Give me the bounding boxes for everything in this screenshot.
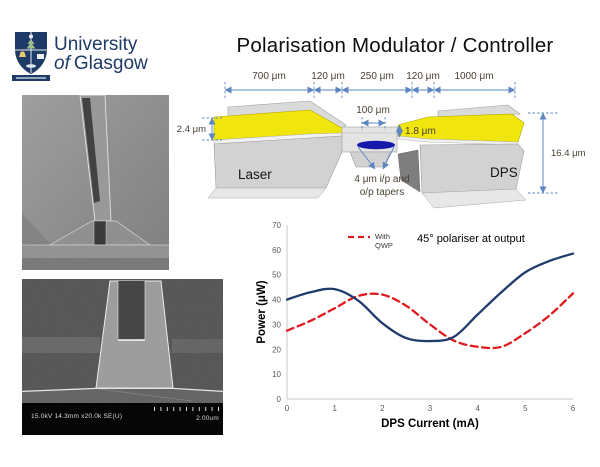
slide-title: Polarisation Modulator / Controller	[236, 34, 554, 57]
y-tick-label: 30	[272, 320, 281, 329]
taper-note-line1: 4 μm i/p and	[354, 174, 409, 185]
top-dimension-chain: 700 μm 120 μm 250 μm 120 μm 1000 μm	[224, 71, 516, 98]
chart-axes	[286, 225, 573, 400]
dim-100um: 100 μm	[356, 105, 390, 116]
laser-label: Laser	[238, 167, 272, 182]
dim-120um-a: 120 μm	[311, 71, 345, 82]
glasgow-crest-icon	[12, 32, 50, 81]
y-tick-label: 20	[272, 345, 281, 354]
dim-2-4um: 2.4 μm	[177, 124, 206, 135]
x-tick-label: 0	[285, 404, 290, 413]
y-tick-label: 40	[272, 296, 281, 305]
modulator-bridge	[341, 126, 398, 168]
sem-image-bottom: 15.0kV 14.3mm x20.0k SE(U) 2.00um	[22, 279, 223, 435]
logo-line1: University	[54, 34, 138, 55]
dim-120um-b: 120 μm	[406, 71, 440, 82]
device-schematic: 700 μm 120 μm 250 μm 120 μm 1000 μm Lase…	[177, 71, 586, 209]
dim-1-8um: 1.8 μm	[405, 126, 436, 137]
waveguide-ellipse	[357, 140, 395, 150]
taper-note-line2: o/p tapers	[360, 187, 404, 198]
logo-line2: of Glasgow	[54, 53, 148, 74]
series-curve-with-qwp	[285, 292, 575, 350]
y-tick-label: 60	[272, 246, 281, 255]
series-curve-no-qwp	[285, 252, 575, 343]
dim-16-4um-group: 16.4 μm	[528, 112, 586, 194]
chart-annotation: 45° polariser at output	[417, 233, 525, 245]
dim-700um: 700 μm	[252, 71, 286, 82]
x-tick-label: 4	[475, 404, 480, 413]
laser-block: Laser	[207, 100, 347, 199]
dim-2-4um-group: 2.4 μm	[177, 117, 222, 141]
y-tick-label: 50	[272, 271, 281, 280]
sem-scale-label: 2.00um	[196, 415, 219, 422]
legend-label: With	[375, 232, 390, 241]
x-axis-title: DPS Current (mA)	[381, 418, 479, 430]
x-tick-label: 5	[523, 404, 528, 413]
dim-100um-group: 100 μm	[356, 105, 390, 131]
power-vs-current-chart: 0 10 20 30 40 50 60 70 0 1 2 3 4 5 6 DPS Current (mA) Po…	[256, 221, 576, 430]
dim-250um: 250 μm	[360, 71, 394, 82]
x-tick-label: 1	[332, 404, 337, 413]
x-tick-label: 2	[380, 404, 385, 413]
dim-16-4um: 16.4 μm	[551, 148, 586, 159]
x-tick-label: 6	[571, 404, 576, 413]
sem-status-text: 15.0kV 14.3mm x20.0k SE(U)	[31, 413, 122, 420]
dim-1-8um-group: 1.8 μm	[396, 124, 436, 138]
legend-label: QWP	[375, 241, 393, 250]
y-tick-label: 70	[272, 221, 281, 230]
x-tick-label: 3	[428, 404, 433, 413]
dim-1000um: 1000 μm	[454, 71, 493, 82]
dps-label: DPS	[490, 165, 518, 180]
sem-info-bar	[22, 403, 223, 435]
y-tick-label: 0	[277, 395, 282, 404]
y-axis-title: Power (μW)	[256, 280, 268, 343]
taper-note-group: 4 μm i/p and o/p tapers	[354, 146, 410, 198]
logo-wordmark: University of Glasgow	[54, 34, 148, 74]
y-tick-label: 10	[272, 370, 281, 379]
sem-image-top	[22, 95, 169, 270]
university-of-glasgow-logo: University of Glasgow	[12, 32, 148, 81]
dps-block: DPS	[397, 104, 527, 209]
